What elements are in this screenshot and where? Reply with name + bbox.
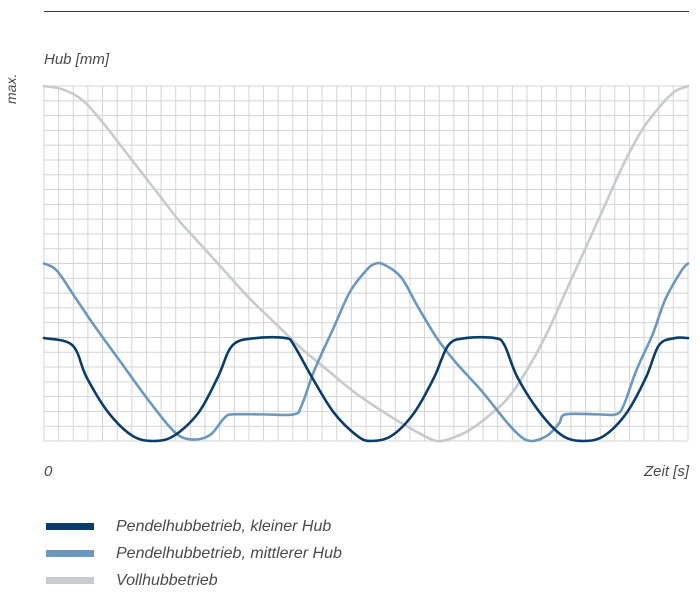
legend-swatch [46,523,94,530]
top-rule [44,11,689,12]
legend-label: Pendelhubbetrieb, mittlerer Hub [116,544,342,562]
legend-item-vollhub: Vollhubbetrieb [46,567,342,594]
legend-item-kleiner-hub: Pendelhubbetrieb, kleiner Hub [46,513,342,540]
series-line-kleiner-hub [42,335,690,443]
legend: Pendelhubbetrieb, kleiner Hub Pendelhubbe… [46,513,342,594]
legend-label: Vollhubbetrieb [116,571,218,589]
x-axis-label: Zeit [s] [643,463,689,480]
legend-item-mittlerer-hub: Pendelhubbetrieb, mittlerer Hub [46,540,342,567]
legend-label: Pendelhubbetrieb, kleiner Hub [116,517,332,535]
series-line-mittlerer-hub [42,261,690,443]
x-origin-label: 0 [44,463,53,480]
grid [43,85,689,442]
y-axis-label: Hub [mm] [44,51,110,68]
legend-swatch [46,550,94,557]
legend-swatch [46,577,94,584]
